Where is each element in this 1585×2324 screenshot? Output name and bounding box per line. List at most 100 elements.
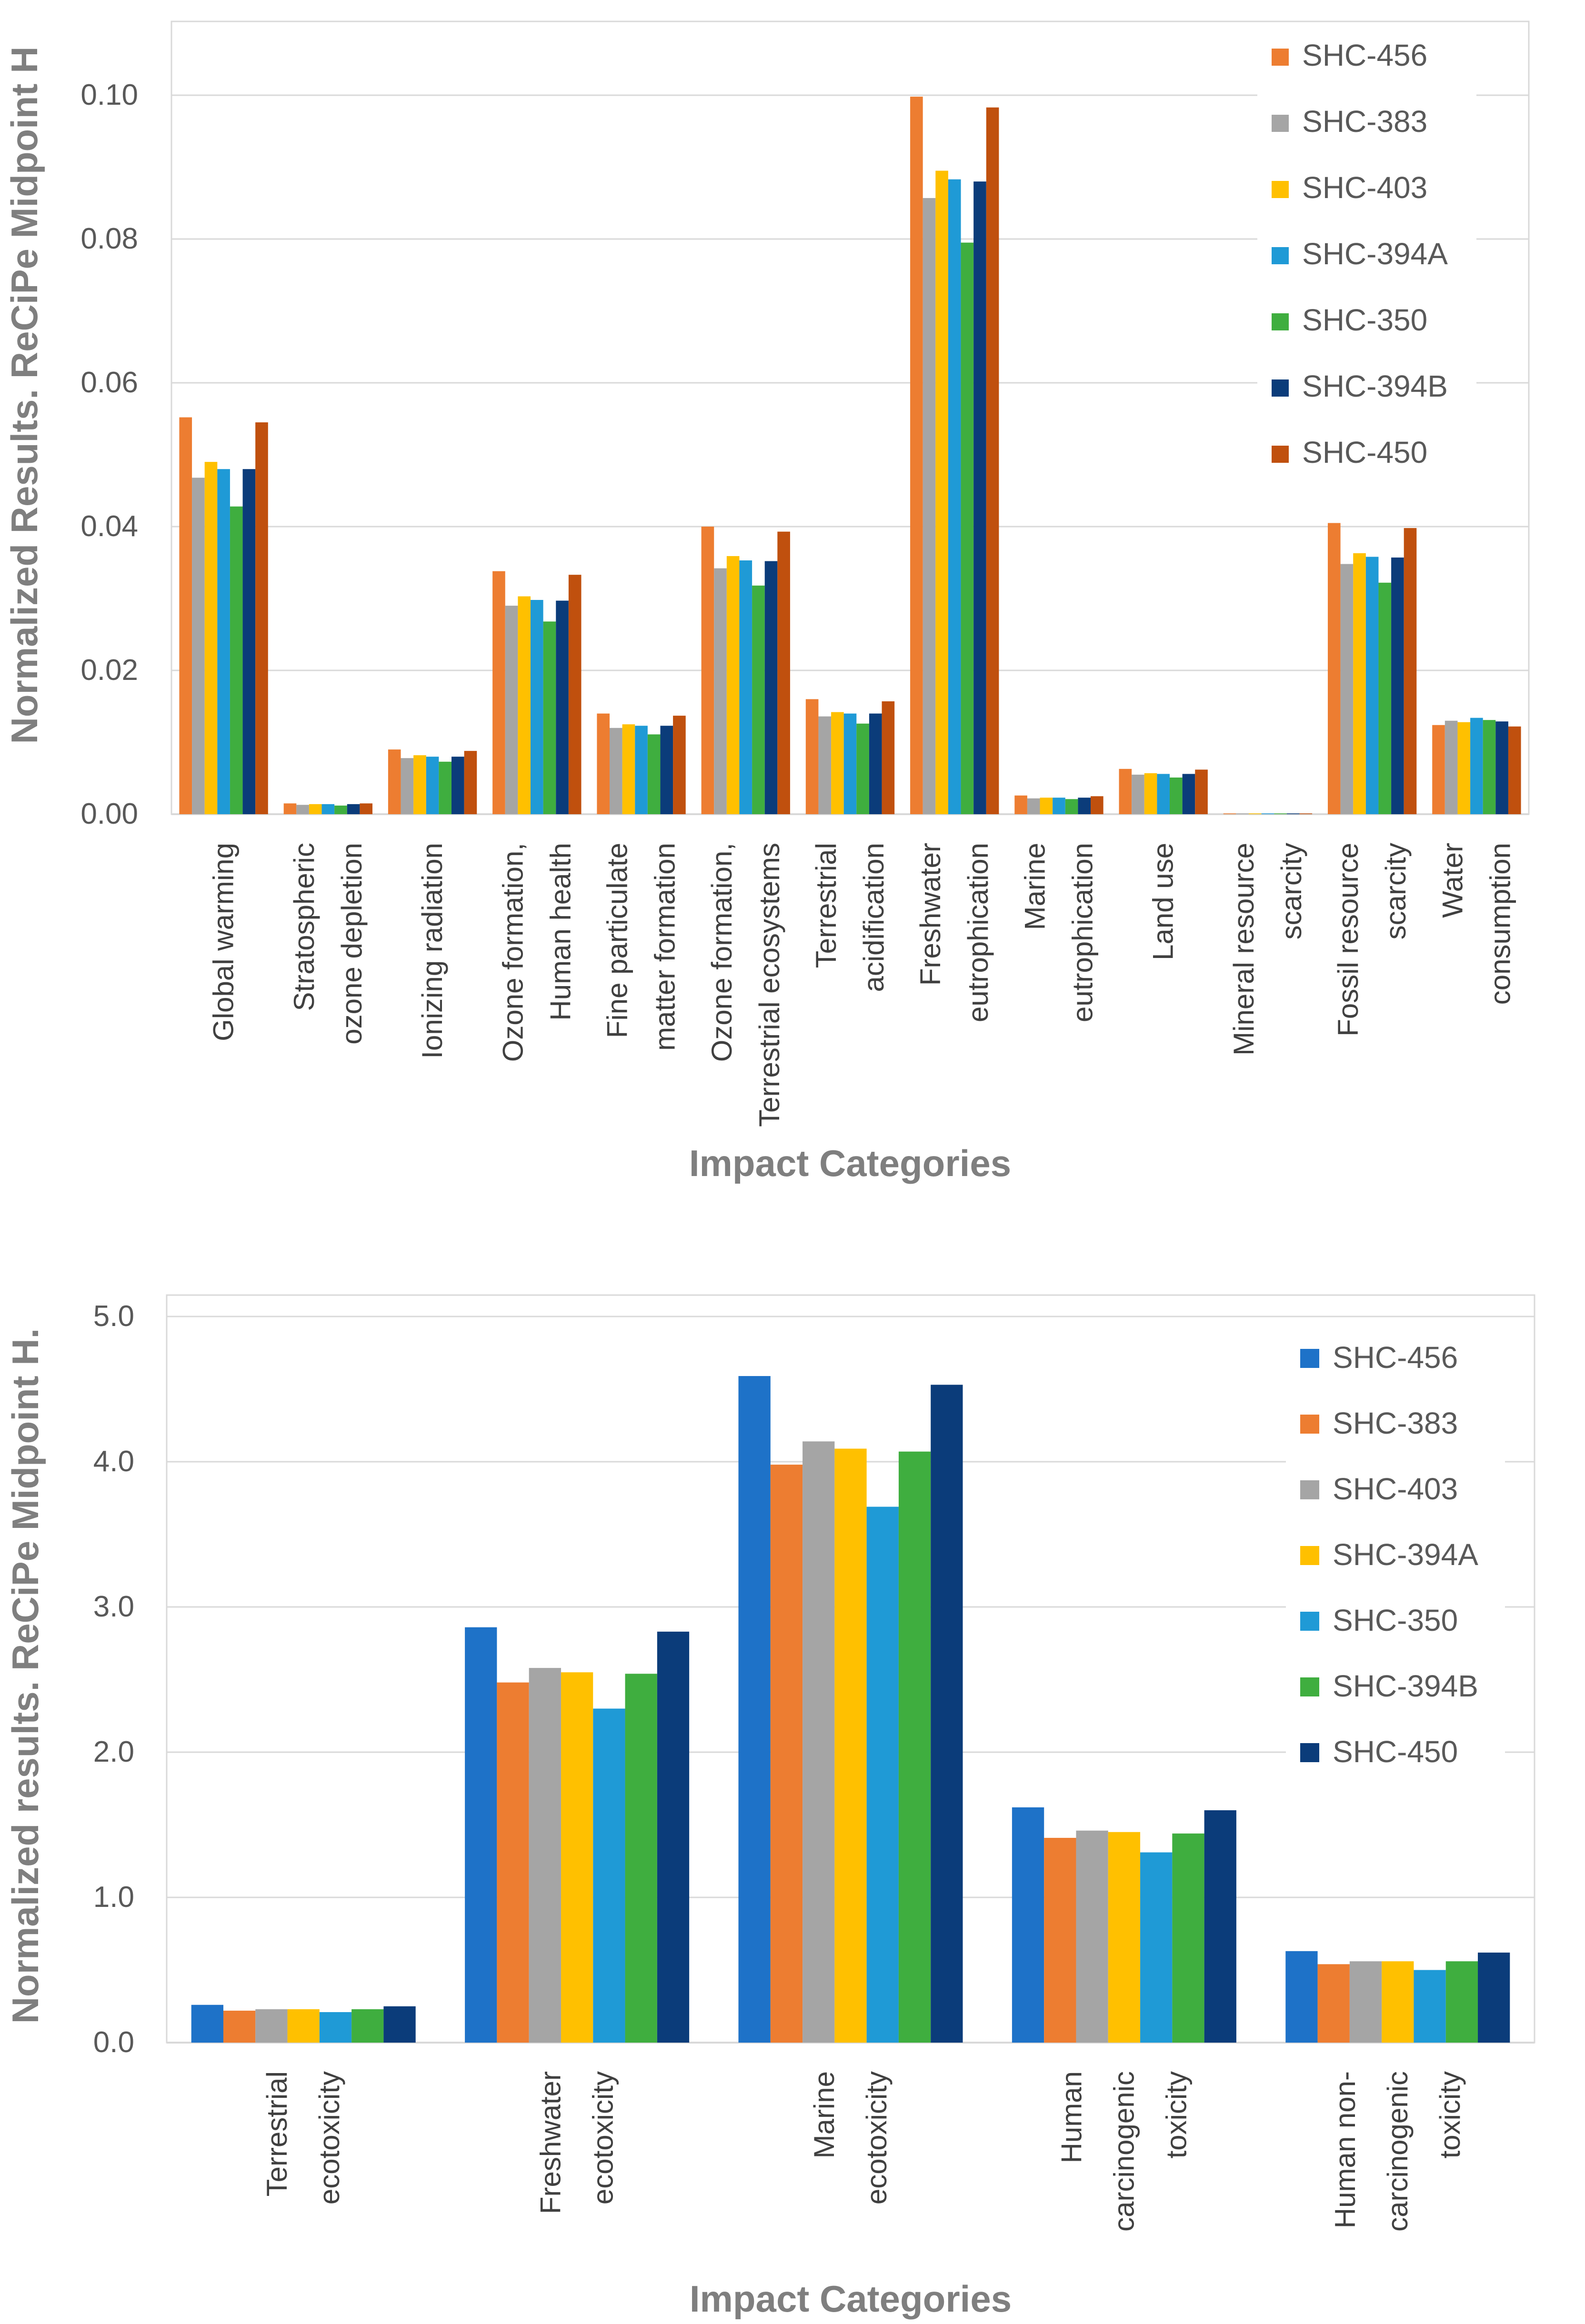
legend-label-shc-456: SHC-456 <box>1333 1340 1458 1375</box>
x-category-label-line: carcinogenic <box>1108 2071 1140 2232</box>
bar-shc-394b-4 <box>1445 1961 1478 2043</box>
bar-shc-394b-0 <box>351 2009 384 2043</box>
y-tick-label: 0.02 <box>80 654 138 687</box>
y-tick-label: 0.06 <box>80 366 138 399</box>
bar-shc-394b-12 <box>1495 721 1508 814</box>
bar-shc-394a-5 <box>739 560 752 814</box>
bar-shc-394b-7 <box>973 181 986 815</box>
bar-shc-350-9 <box>1170 777 1183 814</box>
x-category-label: Terrestrial acidification <box>810 843 890 992</box>
bar-shc-350-2 <box>866 1506 899 2043</box>
bar-shc-383-11 <box>1340 564 1354 814</box>
bar-shc-456-0 <box>191 2005 223 2043</box>
legend-label-shc-403: SHC-403 <box>1302 170 1427 205</box>
x-category-label-line: Human <box>1055 2071 1087 2163</box>
bar-shc-394b-9 <box>1182 774 1195 814</box>
bar-shc-394b-11 <box>1391 557 1404 814</box>
bar-shc-350-1 <box>593 1708 625 2043</box>
bar-shc-403-1 <box>529 1668 561 2043</box>
bar-shc-350-11 <box>1378 582 1392 814</box>
x-category-label-line: Terrestrial <box>261 2071 293 2196</box>
y-axis-title: Normalized Results. ReCiPe Midpoint H <box>3 47 45 744</box>
legend-swatch-shc-394b <box>1300 1677 1319 1696</box>
x-axis-title: Impact Categories <box>690 2278 1012 2320</box>
bar-shc-383-8 <box>1027 798 1040 814</box>
x-category-label-line: Human non- <box>1329 2071 1361 2228</box>
bar-shc-456-3 <box>492 571 505 814</box>
bar-shc-394b-2 <box>451 757 464 814</box>
bar-shc-403-8 <box>1040 798 1053 814</box>
bar-shc-350-0 <box>230 506 243 814</box>
bar-shc-394b-3 <box>556 600 569 814</box>
x-category-label-line: Global warming <box>208 843 240 1041</box>
x-category-label: Global warming <box>208 843 240 1041</box>
bar-shc-383-12 <box>1445 720 1458 814</box>
x-category-label-line: Ionizing radiation <box>416 843 448 1059</box>
bar-shc-394a-9 <box>1157 774 1170 814</box>
bar-shc-394a-11 <box>1365 557 1379 814</box>
bar-shc-403-11 <box>1353 553 1366 814</box>
legend-swatch-shc-403 <box>1272 181 1289 198</box>
x-category-label-line: consumption <box>1484 843 1516 1005</box>
bar-shc-450-4 <box>1478 1952 1510 2043</box>
bar-shc-394a-7 <box>948 179 961 814</box>
bar-shc-456-1 <box>283 803 297 814</box>
x-category-label-line: ecotoxicity <box>587 2071 619 2204</box>
bar-shc-456-10 <box>1223 813 1236 814</box>
legend-swatch-shc-383 <box>1272 115 1289 132</box>
x-category-label-line: Terrestrial ecosystems <box>753 843 785 1127</box>
bar-shc-394b-0 <box>242 469 256 814</box>
bar-shc-350-3 <box>543 621 556 814</box>
y-axis-title: Normalized results. ReCiPe Midpoint H. <box>4 1328 46 2024</box>
bar-shc-394b-6 <box>869 713 882 814</box>
x-category-label-line: toxicity <box>1160 2071 1192 2158</box>
bar-shc-456-2 <box>738 1376 771 2043</box>
x-category-label-line: Stratospheric <box>288 843 320 1011</box>
bar-shc-403-4 <box>622 724 635 814</box>
bar-shc-394a-2 <box>834 1448 867 2043</box>
bar-shc-383-1 <box>296 805 309 814</box>
bar-shc-394a-6 <box>843 713 857 814</box>
bar-shc-394b-10 <box>1286 813 1300 814</box>
x-category-label: Ozone formation, Terrestrial ecosystems <box>706 843 785 1127</box>
legend-label-shc-450: SHC-450 <box>1333 1735 1458 1769</box>
bar-shc-350-4 <box>647 734 661 814</box>
bar-shc-383-10 <box>1236 813 1249 814</box>
x-category-label-line: eutrophication <box>1066 843 1098 1022</box>
bar-shc-394b-4 <box>660 726 673 814</box>
legend-label-shc-350: SHC-350 <box>1302 303 1427 337</box>
bar-shc-394a-12 <box>1470 718 1483 814</box>
bar-shc-450-0 <box>255 422 268 814</box>
bar-shc-350-3 <box>1140 1852 1173 2043</box>
bar-shc-450-6 <box>882 701 895 814</box>
bar-shc-450-3 <box>568 575 582 814</box>
x-category-label-line: Fine particulate <box>602 843 633 1038</box>
x-category-label: Fossil resource scarcity <box>1332 843 1412 1037</box>
legend: SHC-456 SHC-383 SHC-403 SHC-394A SHC-350 SHC-… <box>1286 1331 1505 1805</box>
x-category-label: Land use <box>1147 843 1179 960</box>
bar-shc-383-6 <box>818 716 832 814</box>
legend-label-shc-350: SHC-350 <box>1333 1603 1458 1637</box>
bar-shc-383-7 <box>923 198 936 815</box>
y-tick-label: 0.10 <box>80 79 138 111</box>
bar-shc-394a-1 <box>561 1672 593 2043</box>
legend-label-shc-394a: SHC-394A <box>1302 237 1448 271</box>
bar-shc-403-6 <box>831 712 844 814</box>
x-category-label-line: scarcity <box>1380 843 1412 939</box>
legend-label-shc-383: SHC-383 <box>1302 104 1427 139</box>
x-category-label-line: Land use <box>1147 843 1179 960</box>
bar-shc-403-3 <box>1076 1830 1108 2043</box>
y-tick-label: 0.00 <box>80 798 138 830</box>
bar-shc-450-2 <box>931 1385 963 2043</box>
legend-swatch-shc-350 <box>1272 313 1289 330</box>
bar-shc-456-12 <box>1432 725 1445 814</box>
bar-shc-456-4 <box>1285 1951 1318 2043</box>
x-category-label: Marine eutrophication <box>1019 843 1098 1022</box>
bar-shc-350-1 <box>334 805 347 814</box>
bar-shc-394a-1 <box>321 804 335 814</box>
bar-shc-394a-10 <box>1261 813 1274 814</box>
bar-shc-383-2 <box>401 758 414 814</box>
legend-label-shc-394b: SHC-394B <box>1302 369 1448 403</box>
y-tick-label: 0.0 <box>93 2026 134 2059</box>
y-tick-label: 2.0 <box>93 1736 134 1768</box>
